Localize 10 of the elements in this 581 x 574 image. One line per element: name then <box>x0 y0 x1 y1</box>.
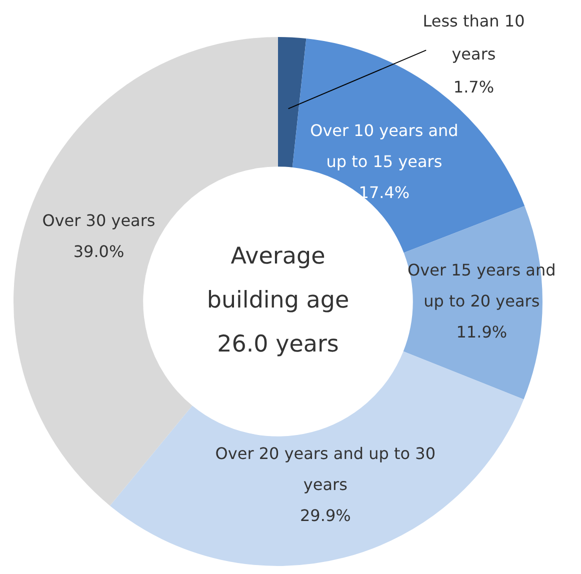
data-label: 1.7% <box>453 78 494 97</box>
data-label: 39.0% <box>73 242 124 261</box>
slice-label: Over 20 years and up to 30 years <box>215 444 436 494</box>
data-label: 17.4% <box>358 183 410 202</box>
slice-label: Over 30 years <box>42 210 156 230</box>
text: Average building age 26.0 years <box>206 243 350 358</box>
data-label: 29.9% <box>300 506 351 526</box>
slice-label: Over 10 years and up to 15 years <box>310 121 458 172</box>
data-label: 11.9% <box>456 322 508 342</box>
slice-label: Less than 10 years <box>422 12 525 64</box>
